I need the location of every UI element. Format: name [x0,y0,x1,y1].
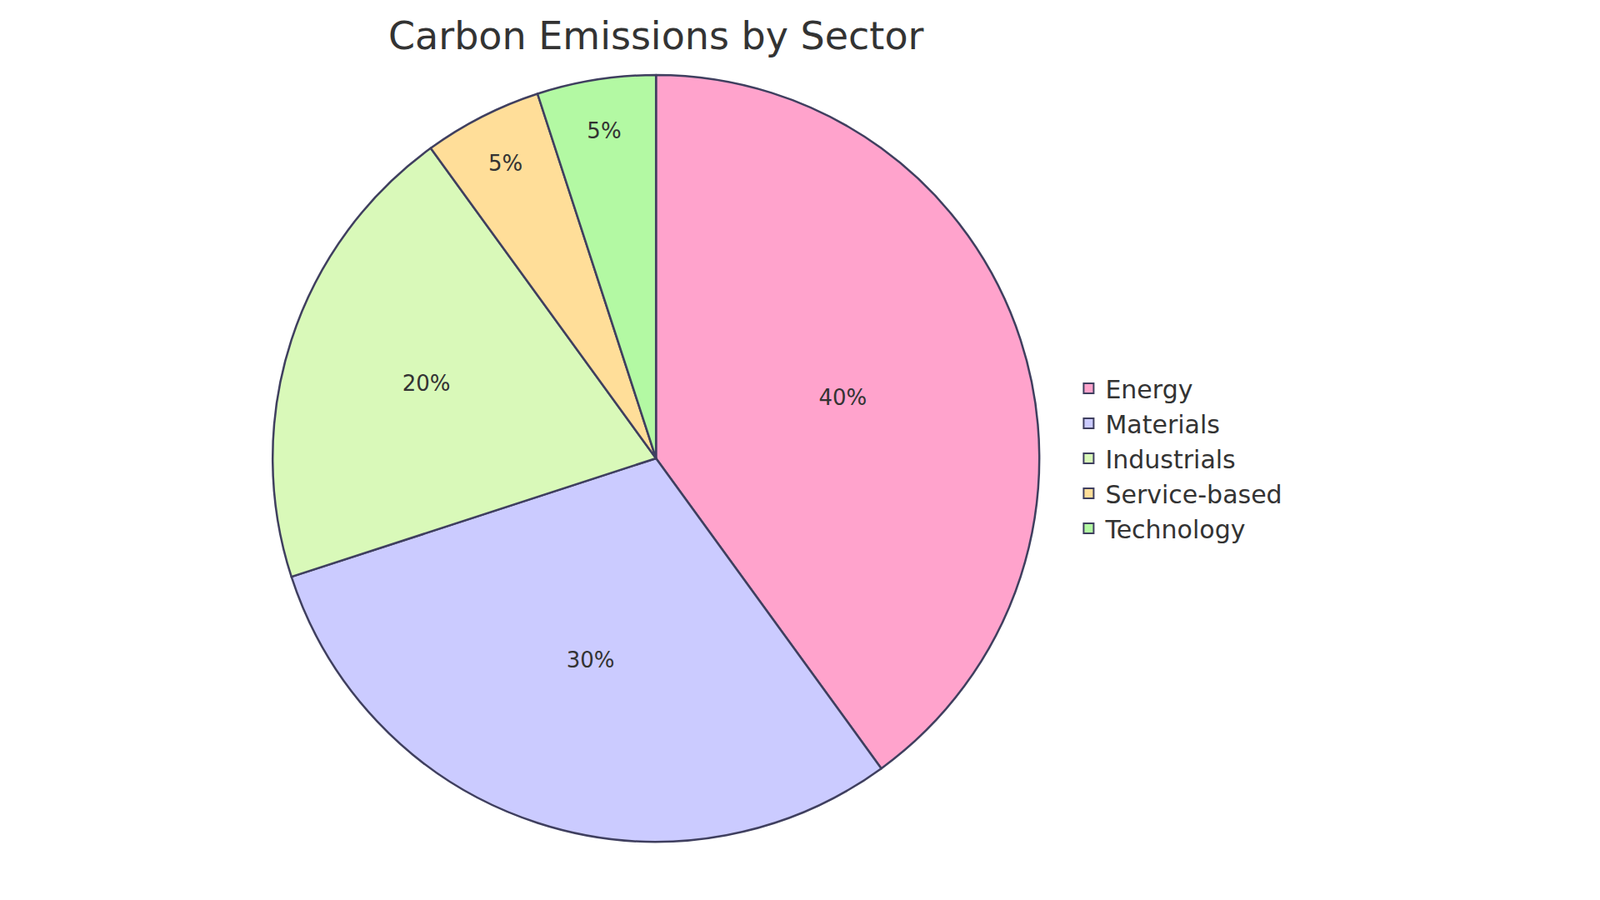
svg-text:20%: 20% [402,370,451,396]
svg-text:40%: 40% [819,385,868,410]
svg-text:5%: 5% [586,118,621,144]
svg-text:Technology: Technology [1104,515,1245,545]
svg-text:30%: 30% [566,647,615,673]
svg-text:Industrials: Industrials [1105,445,1235,475]
svg-text:5%: 5% [488,150,523,176]
svg-text:Service-based: Service-based [1105,480,1282,510]
svg-text:Carbon Emissions by Sector: Carbon Emissions by Sector [388,13,925,59]
svg-text:Materials: Materials [1105,410,1220,440]
svg-text:Energy: Energy [1105,375,1193,405]
